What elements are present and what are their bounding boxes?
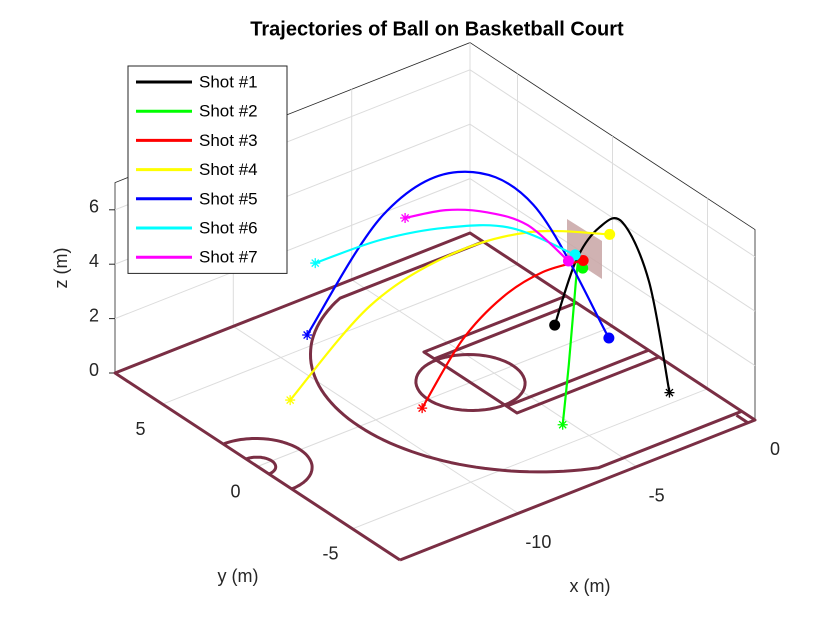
key-line (506, 348, 650, 408)
end-marker (549, 319, 561, 331)
trajectory (404, 208, 570, 262)
trajectory (289, 229, 610, 401)
z-tick-label: 4 (89, 251, 99, 271)
z-tick-label: 6 (89, 197, 99, 217)
x-tick-label: -10 (525, 532, 551, 552)
y-axis-label: y (m) (218, 566, 259, 586)
plot-area (285, 170, 675, 430)
start-marker (285, 395, 296, 406)
start-marker (310, 258, 321, 269)
end-marker (603, 332, 615, 344)
legend-label: Shot #4 (199, 160, 258, 179)
end-marker (604, 228, 616, 240)
end-marker (562, 255, 574, 267)
legend-label: Shot #6 (199, 218, 258, 237)
legend-label: Shot #2 (199, 102, 258, 121)
z-tick-label: 0 (89, 360, 99, 380)
legend-label: Shot #7 (199, 248, 258, 267)
x-tick-label: -5 (649, 485, 665, 505)
center-circle (222, 437, 314, 491)
center-circle-inner (245, 455, 278, 476)
legend-label: Shot #1 (199, 72, 258, 91)
court (113, 231, 757, 562)
court-boundary (113, 231, 757, 562)
start-marker (417, 403, 428, 414)
key (422, 294, 660, 415)
start-marker (664, 387, 675, 398)
z-axis-label: z (m) (51, 248, 71, 289)
court-line (735, 414, 749, 425)
x-axis-label: x (m) (570, 576, 611, 596)
y-tick-label: -5 (322, 544, 338, 564)
trajectory (553, 217, 671, 393)
start-marker (557, 419, 568, 430)
legend-label: Shot #3 (199, 131, 258, 150)
trajectory (314, 224, 576, 265)
legend: Shot #1 Shot #2 Shot #3 Shot #4 Shot #5 Shot … (127, 65, 288, 274)
y-tick-label: 0 (230, 481, 240, 501)
z-tick-label: 2 (89, 305, 99, 325)
start-marker (400, 213, 411, 224)
y-tick-label: 5 (135, 419, 145, 439)
end-marker (577, 254, 589, 266)
axis-box (469, 42, 756, 420)
trajectory (421, 259, 584, 409)
start-marker (302, 330, 313, 341)
key-line (433, 301, 577, 361)
three-point-line (309, 240, 743, 474)
chart-title: Trajectories of Ball on Basketball Court (250, 18, 624, 40)
legend-label: Shot #5 (199, 189, 258, 208)
backboard (567, 219, 602, 279)
x-tick-label: 0 (770, 439, 780, 459)
